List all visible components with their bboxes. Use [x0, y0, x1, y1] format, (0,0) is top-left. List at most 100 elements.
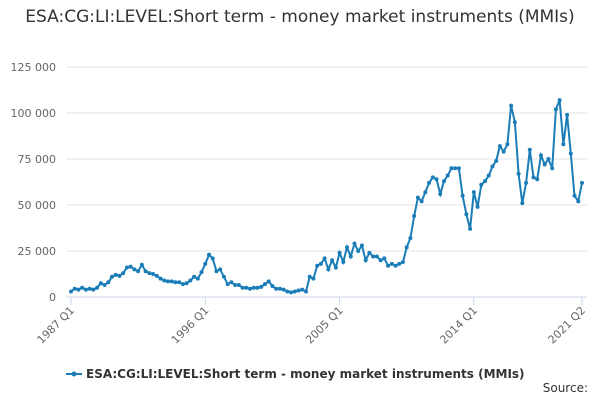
point	[580, 180, 584, 185]
point	[516, 171, 521, 176]
point	[501, 149, 506, 154]
point	[412, 214, 417, 219]
point	[490, 164, 495, 169]
point	[337, 250, 342, 255]
point	[561, 142, 566, 147]
point	[311, 276, 316, 281]
point	[318, 261, 323, 266]
point	[535, 177, 540, 182]
point	[296, 288, 301, 293]
legend-marker	[71, 371, 77, 377]
point	[136, 269, 141, 274]
point	[147, 271, 152, 276]
point	[576, 199, 581, 204]
point	[497, 144, 502, 149]
point	[214, 269, 219, 274]
point	[524, 180, 529, 185]
point	[80, 285, 85, 290]
x-tick-label: 1987 Q1	[35, 304, 78, 347]
y-tick-label: 75 000	[18, 153, 57, 166]
point	[553, 107, 558, 112]
point	[371, 254, 376, 259]
point	[434, 177, 439, 182]
point	[393, 263, 398, 268]
point	[292, 289, 297, 294]
point	[546, 157, 551, 161]
point	[69, 289, 73, 294]
point	[509, 103, 514, 108]
point	[270, 283, 275, 288]
point	[165, 279, 170, 284]
point	[72, 286, 77, 291]
point	[162, 278, 167, 283]
point	[132, 267, 137, 272]
point	[307, 274, 312, 279]
point	[102, 283, 107, 288]
point	[505, 142, 510, 147]
point	[300, 287, 305, 292]
point	[427, 180, 432, 185]
point	[192, 274, 197, 279]
point	[550, 166, 555, 171]
point	[76, 287, 81, 292]
point	[173, 280, 178, 285]
point	[281, 287, 286, 292]
source: Source:	[543, 381, 588, 395]
point	[386, 263, 391, 268]
point	[87, 286, 92, 291]
point	[565, 112, 570, 117]
point	[259, 284, 264, 289]
x-tick-label: 2005 Q1	[303, 304, 346, 347]
point	[330, 258, 335, 263]
point	[464, 212, 469, 217]
point	[445, 173, 450, 178]
point	[542, 162, 547, 167]
y-tick-label: 25 000	[18, 245, 57, 258]
point	[240, 285, 245, 290]
point	[322, 256, 327, 261]
point	[274, 286, 279, 291]
point	[389, 261, 394, 266]
point	[91, 287, 96, 292]
point	[180, 282, 185, 287]
point	[363, 258, 368, 263]
point	[285, 289, 290, 294]
point	[572, 193, 577, 198]
point	[419, 199, 424, 204]
point	[262, 282, 267, 287]
point	[333, 265, 338, 270]
point	[121, 271, 126, 276]
point	[400, 260, 405, 265]
point	[408, 236, 413, 241]
legend-label: ESA:CG:LI:LEVEL:Short term - money marke…	[86, 367, 525, 381]
point	[453, 166, 458, 171]
point	[471, 190, 476, 195]
point	[404, 245, 409, 250]
point	[341, 260, 346, 265]
point	[128, 264, 133, 269]
point	[456, 166, 461, 171]
point	[236, 283, 241, 288]
point	[348, 254, 353, 259]
point	[486, 173, 491, 178]
point	[248, 286, 253, 291]
point	[225, 282, 230, 287]
chart-title: ESA:CG:LI:LEVEL:Short term - money marke…	[25, 7, 575, 27]
point	[382, 256, 387, 261]
point	[218, 267, 223, 272]
point	[468, 226, 473, 231]
point	[430, 175, 435, 180]
point	[538, 153, 543, 158]
point	[110, 274, 115, 279]
y-tick-label: 100 000	[11, 107, 57, 120]
point	[83, 287, 88, 292]
point	[233, 283, 238, 288]
point	[277, 286, 282, 291]
point	[244, 285, 249, 290]
point	[415, 195, 420, 200]
x-tick-label: 2014 Q1	[437, 304, 480, 347]
point	[266, 279, 271, 284]
point	[210, 256, 215, 261]
point	[95, 285, 100, 290]
